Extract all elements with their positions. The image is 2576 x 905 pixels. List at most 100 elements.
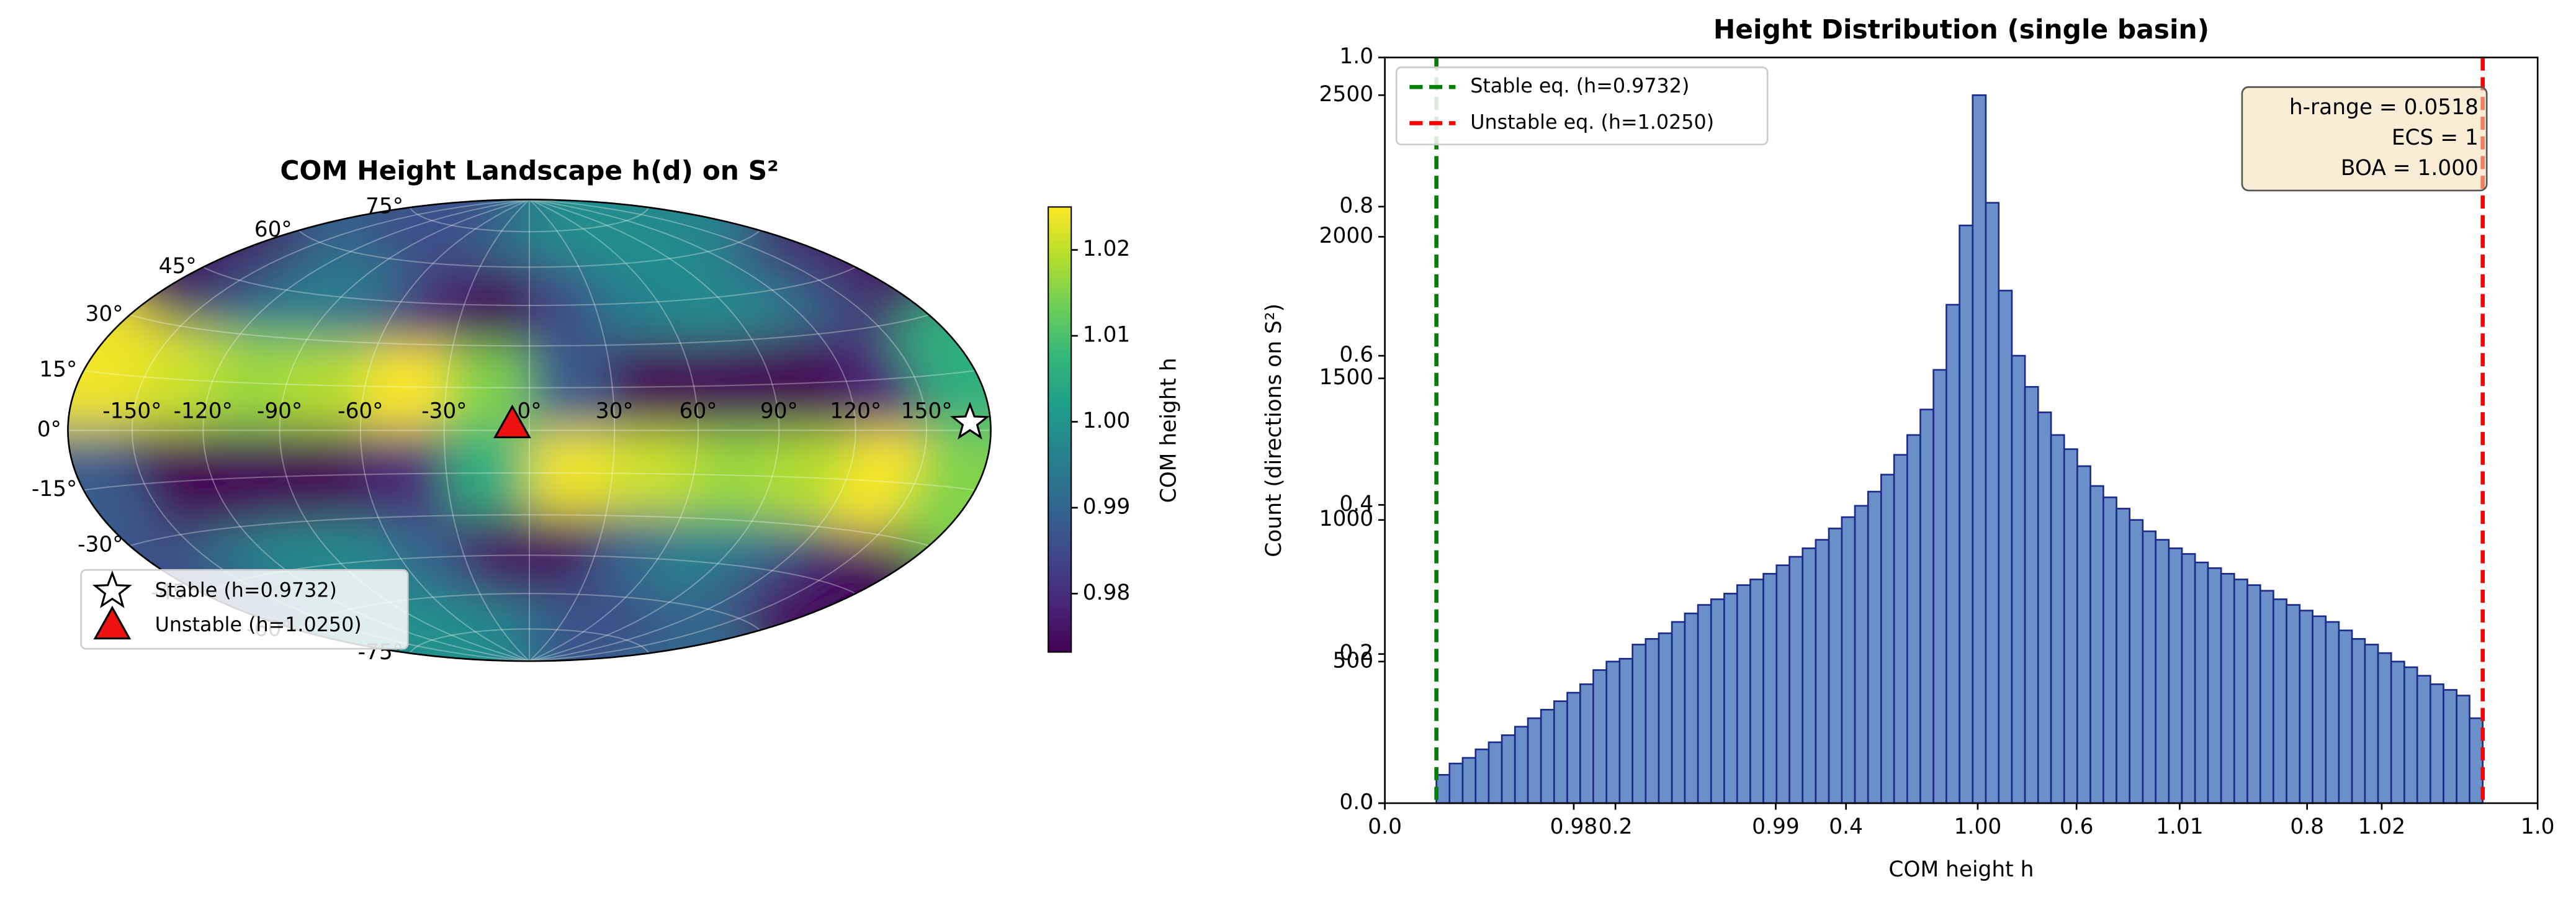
lon-tick-label: -60° <box>338 399 383 424</box>
grid-line <box>359 199 530 662</box>
bar <box>2456 695 2471 804</box>
overlay-y-tick-label: 1.0 <box>1339 44 1373 69</box>
hist-title: Height Distribution (single basin) <box>1713 14 2209 45</box>
bar <box>2390 660 2405 804</box>
bar <box>2116 508 2131 804</box>
overlay-y-tick-label: 0.4 <box>1339 492 1373 516</box>
bar <box>1645 637 1660 804</box>
bar <box>1684 612 1699 804</box>
x-tick-label: 1.02 <box>2358 814 2406 839</box>
bar <box>2024 385 2039 804</box>
bar <box>1775 564 1790 804</box>
bar <box>1488 741 1503 804</box>
bar <box>1501 734 1516 804</box>
bar <box>1972 94 1987 804</box>
bar <box>2286 604 2301 804</box>
bar <box>2416 675 2431 804</box>
bar <box>2220 573 2235 804</box>
grid-line <box>202 266 856 307</box>
bar <box>1671 621 1686 804</box>
map-area <box>68 199 991 662</box>
legend-box <box>1395 66 1769 146</box>
bar <box>1474 748 1490 804</box>
map-outline <box>67 199 992 662</box>
overlay-x-tick-label: 0.6 <box>2060 814 2094 839</box>
bar <box>2194 561 2209 804</box>
heat-cell <box>876 313 991 431</box>
bar <box>1998 289 2013 804</box>
bar <box>1880 474 1895 804</box>
grid-line <box>83 472 976 491</box>
bar <box>2246 584 2261 804</box>
bar <box>2207 567 2222 804</box>
annotation: ECS = 1 <box>2392 125 2479 150</box>
bar <box>2273 598 2287 804</box>
legend-marker <box>93 605 132 640</box>
bar <box>1841 516 1856 804</box>
bar <box>1828 528 1843 804</box>
bar <box>2063 448 2078 804</box>
grid-line <box>529 199 780 662</box>
overlay-x-tick-label: 0.8 <box>2290 814 2324 839</box>
bar <box>2142 530 2157 804</box>
bar <box>2076 465 2091 804</box>
bar <box>1553 700 1568 804</box>
overlay-x-tick-label: 0.0 <box>1368 814 1402 839</box>
lon-tick-label: 0° <box>517 399 541 424</box>
bar <box>1540 709 1555 804</box>
legend-label: Unstable (h=1.0250) <box>155 614 362 636</box>
bar <box>2037 411 2052 804</box>
bar <box>1893 454 1908 804</box>
lon-tick-label: -120° <box>174 399 233 424</box>
bar <box>1605 660 1621 804</box>
bar <box>1527 717 1542 804</box>
legend-label: Unstable eq. (h=1.0250) <box>1470 111 1714 133</box>
bar <box>2443 689 2457 804</box>
bar <box>1788 556 1804 804</box>
grid-line <box>129 514 930 547</box>
bar <box>1762 573 1778 804</box>
lat-tick-label: 15° <box>39 358 77 382</box>
bar <box>1723 592 1738 804</box>
bar <box>2259 590 2274 804</box>
overlay-x-tick-label: 0.2 <box>1599 814 1633 839</box>
bar <box>2011 354 2026 804</box>
bar <box>1579 683 1594 804</box>
bar <box>1710 598 1725 804</box>
y-tick-label: 1000 <box>1319 507 1373 531</box>
bar <box>2050 434 2065 804</box>
y-tick-label: 1500 <box>1319 365 1373 390</box>
lat-tick-label: 60° <box>254 217 292 242</box>
bar <box>2325 621 2340 804</box>
bar <box>2299 610 2313 804</box>
bar <box>2129 519 2144 804</box>
bar <box>1631 644 1647 804</box>
bar <box>2403 666 2418 804</box>
bar <box>2430 683 2444 804</box>
lat-tick-label: -15° <box>32 477 77 502</box>
legend-label: Stable (h=0.9732) <box>155 580 337 602</box>
bar <box>1448 762 1464 804</box>
bar <box>1867 490 1882 804</box>
colorbar-tick-label: 1.02 <box>1083 236 1131 261</box>
legend-label: Stable eq. (h=0.9732) <box>1470 75 1689 97</box>
bar <box>2351 637 2366 804</box>
grid-line <box>529 199 856 662</box>
lat-tick-label: 75° <box>366 194 403 219</box>
overlay-y-tick-label: 0.6 <box>1339 343 1373 367</box>
x-axis-label: COM height h <box>1888 857 2034 882</box>
grid-line <box>443 199 530 662</box>
y-axis-label: Count (directions on S²) <box>1262 304 1286 557</box>
bar <box>2377 652 2392 804</box>
bar <box>1618 657 1633 804</box>
overlay-y-tick-label: 0.8 <box>1339 193 1373 218</box>
x-tick-label: 0.99 <box>1752 814 1800 839</box>
bar <box>1514 726 1529 804</box>
bar <box>2103 496 2117 804</box>
heatmap <box>68 199 991 662</box>
bar <box>2155 539 2170 804</box>
colorbar-label: COM height h <box>1156 358 1181 503</box>
bar <box>1697 604 1712 804</box>
bar <box>1959 224 1974 804</box>
